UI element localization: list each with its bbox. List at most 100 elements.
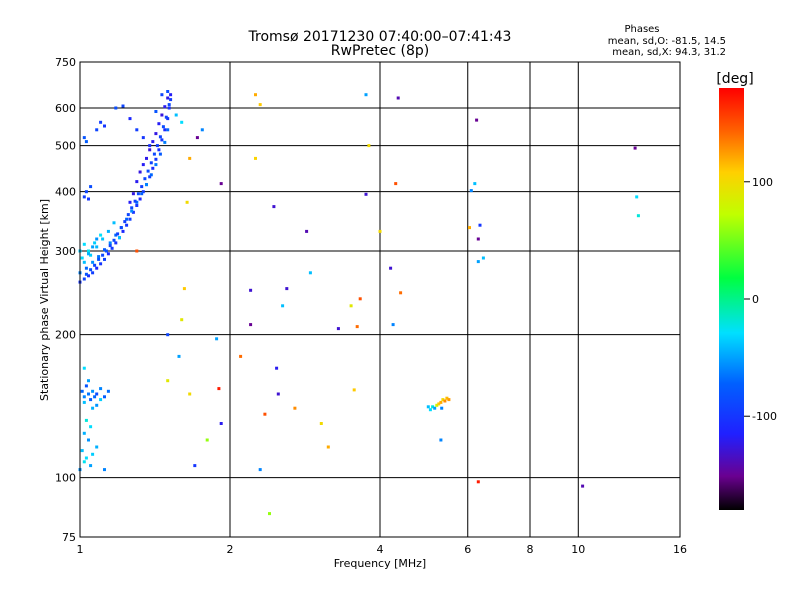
data-point — [80, 449, 84, 453]
data-point — [114, 241, 118, 245]
data-point — [130, 206, 134, 210]
data-point — [443, 399, 447, 403]
data-point — [84, 272, 88, 276]
data-point — [219, 422, 223, 425]
data-point — [126, 213, 130, 217]
data-point — [185, 200, 189, 204]
data-point — [99, 387, 103, 391]
data-point — [157, 122, 161, 126]
data-point — [135, 180, 139, 184]
data-point — [355, 325, 359, 329]
data-point — [89, 425, 93, 429]
data-point — [633, 146, 637, 150]
data-point — [636, 214, 640, 218]
data-point — [95, 237, 99, 241]
data-point — [141, 136, 145, 140]
x-tick-label: 2 — [227, 543, 234, 556]
data-point — [99, 120, 103, 124]
x-tick-label: 10 — [571, 543, 585, 556]
data-point — [258, 103, 262, 107]
colorbar-tick-label: 0 — [752, 293, 759, 306]
data-point — [441, 398, 445, 402]
data-point — [87, 274, 90, 278]
data-point — [475, 118, 479, 122]
data-point — [103, 248, 106, 252]
data-point — [91, 389, 95, 393]
data-point — [469, 189, 473, 193]
data-point — [138, 170, 142, 174]
plot-frame — [79, 61, 681, 538]
data-point — [87, 197, 90, 201]
data-point — [166, 96, 170, 100]
data-point — [141, 190, 145, 194]
data-point — [93, 241, 97, 245]
y-axis-ticks: 75 100 200 300 400 500 600 750 — [55, 56, 76, 544]
data-point — [200, 128, 204, 132]
data-point — [378, 229, 382, 233]
data-point — [91, 406, 95, 410]
data-point — [145, 183, 148, 187]
x-tick-label: 1 — [77, 543, 84, 556]
data-point — [268, 512, 271, 516]
data-point — [82, 195, 86, 199]
data-point — [188, 156, 192, 160]
colorbar-tick-label: 100 — [752, 176, 773, 189]
data-point — [364, 192, 368, 196]
data-point — [82, 277, 86, 281]
data-point — [275, 366, 279, 370]
data-point — [130, 209, 134, 213]
data-point — [276, 392, 280, 396]
data-point — [106, 252, 110, 256]
data-point — [145, 156, 148, 160]
y-axis-label: Stationary phase Virtual Height [km] — [38, 199, 51, 401]
data-point — [258, 468, 262, 472]
data-point — [161, 125, 165, 129]
data-point — [103, 124, 106, 128]
x-tick-label: 8 — [527, 543, 534, 556]
data-point — [352, 388, 356, 392]
data-point — [82, 366, 86, 370]
data-point — [285, 287, 289, 291]
data-point — [154, 157, 158, 161]
data-point — [118, 236, 121, 240]
data-point — [89, 253, 93, 257]
data-point — [281, 304, 285, 308]
data-point — [336, 327, 340, 331]
data-point — [95, 245, 99, 249]
data-point — [581, 484, 585, 488]
data-point — [193, 464, 197, 468]
data-point — [99, 262, 103, 266]
data-point — [87, 392, 90, 396]
data-point — [149, 173, 153, 177]
data-point — [121, 229, 125, 233]
data-point — [163, 105, 167, 109]
plot-titles: Tromsø 20171230 07:40:00–07:41:43 RwPret… — [248, 29, 512, 59]
data-point — [158, 152, 162, 156]
data-point — [439, 438, 443, 442]
data-point — [82, 260, 86, 264]
data-point — [154, 110, 158, 113]
data-point — [84, 384, 88, 388]
data-point — [439, 400, 443, 404]
data-point — [394, 182, 398, 186]
x-tick-label: 4 — [377, 543, 384, 556]
data-point — [128, 200, 132, 204]
data-point — [180, 318, 184, 322]
data-point — [263, 412, 267, 416]
data-point — [160, 138, 164, 142]
data-point — [195, 136, 199, 140]
colorbar: [deg] 100 0 -100 — [716, 71, 777, 510]
data-point — [106, 229, 110, 233]
data-point — [89, 464, 93, 468]
data-point — [135, 200, 139, 204]
data-point — [396, 96, 400, 100]
data-point — [249, 323, 253, 327]
data-point — [106, 389, 110, 393]
data-point — [95, 445, 99, 449]
data-point — [167, 106, 171, 110]
data-point — [103, 468, 106, 472]
y-tick-label: 400 — [55, 186, 76, 199]
data-point — [182, 287, 186, 291]
colorbar-label: [deg] — [716, 71, 753, 87]
data-point — [349, 304, 353, 308]
